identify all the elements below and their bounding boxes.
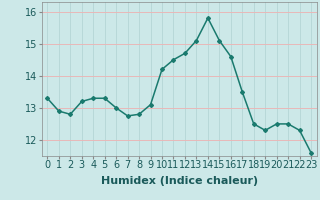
X-axis label: Humidex (Indice chaleur): Humidex (Indice chaleur) <box>100 176 258 186</box>
